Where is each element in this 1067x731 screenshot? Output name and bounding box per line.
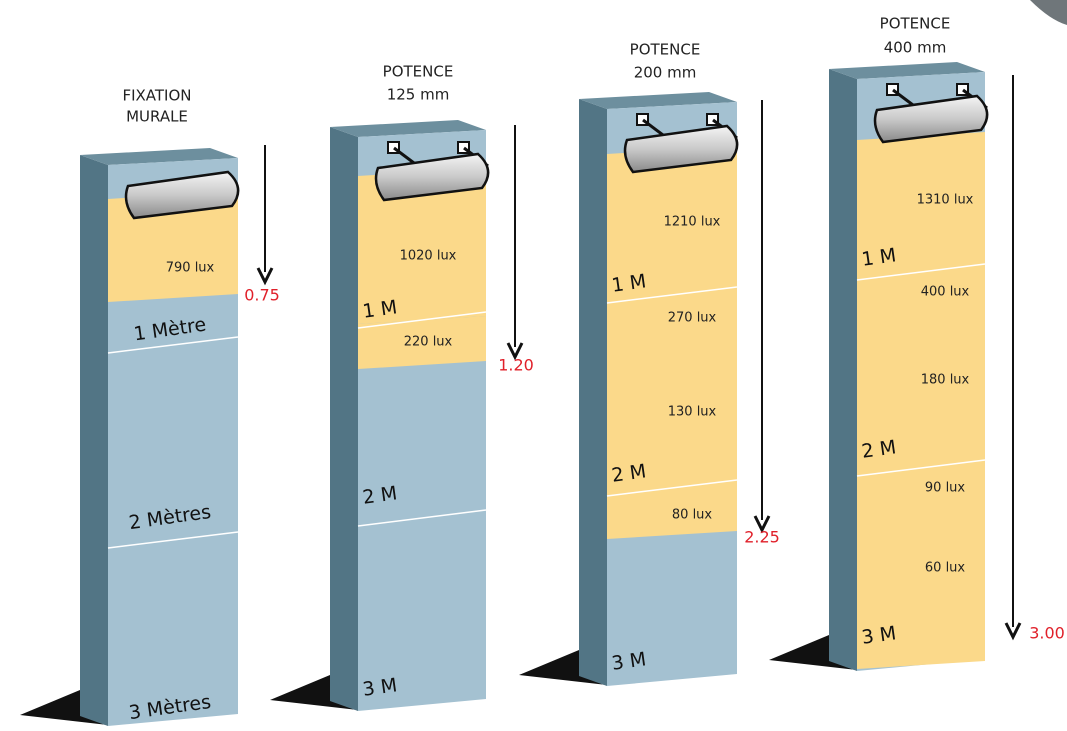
bracket bbox=[886, 83, 899, 96]
bracket bbox=[956, 83, 969, 96]
column: POTENCE 200 mm 1210 lux 270 lux 130 lux 80 lu… bbox=[519, 41, 780, 686]
lux-label: 60 lux bbox=[925, 561, 966, 576]
meter-line bbox=[606, 479, 738, 497]
lux-label: 80 lux bbox=[672, 508, 713, 523]
lux-label: 270 lux bbox=[668, 311, 717, 326]
lux-label: 1020 lux bbox=[400, 249, 457, 264]
pillar-top bbox=[80, 148, 238, 165]
meter-label: 3 M bbox=[860, 622, 897, 649]
column-title: 400 mm bbox=[884, 39, 947, 57]
meter-label: 3 M bbox=[610, 648, 647, 675]
lux-label: 1210 lux bbox=[664, 215, 721, 230]
meter-label: 1 M bbox=[610, 270, 647, 297]
lux-label: 400 lux bbox=[921, 285, 970, 300]
lamp bbox=[124, 170, 240, 220]
bracket bbox=[457, 141, 470, 154]
lamp bbox=[623, 124, 739, 174]
column-title: POTENCE bbox=[383, 63, 454, 81]
column-title: 125 mm bbox=[387, 86, 450, 104]
light-zone bbox=[607, 146, 737, 539]
pillar-side bbox=[80, 155, 108, 726]
meter-line bbox=[357, 311, 487, 329]
meter-line bbox=[856, 263, 986, 281]
pillar-side bbox=[829, 69, 857, 671]
lux-label: 790 lux bbox=[166, 261, 215, 276]
column: POTENCE 400 mm 1310 lux 400 lux 180 lux 90 lu… bbox=[769, 15, 1065, 671]
arrow-head bbox=[256, 267, 274, 286]
lux-label: 220 lux bbox=[404, 335, 453, 350]
light-zone bbox=[108, 191, 238, 302]
bracket bbox=[706, 113, 719, 126]
meter-label: 2 M bbox=[860, 436, 897, 463]
lux-label: 90 lux bbox=[925, 481, 966, 496]
column-title: FIXATION bbox=[122, 87, 191, 105]
arrow-head bbox=[1004, 622, 1022, 641]
light-zone bbox=[857, 132, 985, 669]
pillar-top bbox=[829, 62, 985, 79]
corner-decoration bbox=[1030, 0, 1067, 25]
distance-label: 2.25 bbox=[744, 528, 780, 547]
meter-label: 3 M bbox=[361, 674, 398, 701]
lamp bbox=[873, 94, 989, 144]
lux-label: 180 lux bbox=[921, 373, 970, 388]
pillar-top bbox=[330, 120, 486, 137]
meter-label: 2 M bbox=[610, 460, 647, 487]
distance-label: 3.00 bbox=[1029, 624, 1065, 643]
column-title: MURALE bbox=[126, 108, 188, 126]
arrow-head bbox=[506, 342, 524, 361]
lux-label: 1310 lux bbox=[917, 193, 974, 208]
pillar-top bbox=[579, 92, 737, 109]
pillar-side bbox=[330, 127, 358, 711]
column-title: 200 mm bbox=[634, 64, 697, 82]
meter-label: 2 M bbox=[361, 482, 398, 509]
meter-line bbox=[107, 531, 239, 549]
column-title: POTENCE bbox=[880, 15, 951, 33]
column: POTENCE 125 mm 1020 lux 220 lux 1 M 2 M 3 M 1.2… bbox=[270, 63, 534, 711]
meter-line bbox=[606, 286, 738, 304]
bracket bbox=[387, 141, 400, 154]
meter-line bbox=[107, 336, 239, 354]
meter-line bbox=[357, 509, 487, 527]
distance-label: 1.20 bbox=[498, 356, 534, 375]
meter-line bbox=[856, 459, 986, 477]
bracket bbox=[636, 113, 649, 126]
column-title: POTENCE bbox=[630, 41, 701, 59]
light-zone bbox=[358, 316, 486, 369]
distance-label: 0.75 bbox=[244, 286, 280, 305]
meter-label: 1 M bbox=[860, 244, 897, 271]
lux-label: 130 lux bbox=[668, 405, 717, 420]
meter-label: 1 M bbox=[361, 296, 398, 323]
lamp bbox=[374, 152, 490, 202]
arrow-head bbox=[753, 515, 771, 534]
pillar-side bbox=[579, 99, 607, 686]
light-zone bbox=[358, 168, 486, 324]
